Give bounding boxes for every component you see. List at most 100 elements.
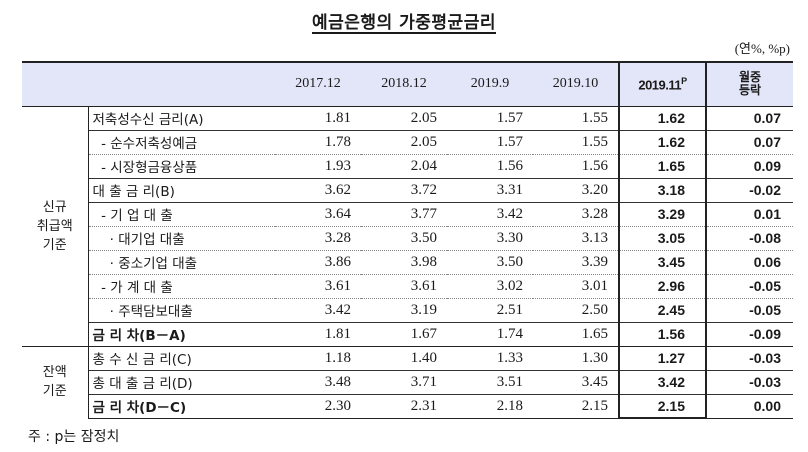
row-label: · 중소기업 대출 xyxy=(88,249,275,274)
cell-current: 2.45 xyxy=(618,297,707,322)
cell-change: -0.08 xyxy=(706,225,793,250)
row-label: 저축성수신 금리(A) xyxy=(92,112,204,128)
cell-change: 0.01 xyxy=(706,201,793,226)
table-row: · 대기업 대출 3.28 3.50 3.30 3.13 3.05 -0.08 xyxy=(22,225,793,250)
cell: 2.50 xyxy=(533,297,619,322)
cell: 3.61 xyxy=(361,273,447,298)
cell: 2.05 xyxy=(361,129,447,154)
cell: 1.81 xyxy=(275,321,361,346)
header-2019-9: 2019.9 xyxy=(447,61,533,107)
header-row: 2017.12 2018.12 2019.9 2019.10 2019.11P … xyxy=(22,61,793,107)
cell-change: -0.05 xyxy=(706,273,793,298)
cell: 1.93 xyxy=(275,153,361,178)
row-label: - 기 업 대 출 xyxy=(88,201,275,226)
table-row: - 기 업 대 출 3.64 3.77 3.42 3.28 3.29 0.01 xyxy=(22,201,793,226)
table-row: 금 리 차(B－A) 1.81 1.67 1.74 1.65 1.56 -0.0… xyxy=(22,321,793,346)
cell: 1.33 xyxy=(447,345,533,370)
cell-change: -0.03 xyxy=(706,345,793,370)
cell: 3.71 xyxy=(361,369,447,394)
interest-rate-table: 2017.12 2018.12 2019.9 2019.10 2019.11P … xyxy=(22,61,793,419)
cell: 3.01 xyxy=(533,273,619,298)
cell: 2.30 xyxy=(275,393,361,419)
table-title: 예금은행의 가중평균금리 xyxy=(312,13,496,33)
row-label: 대 출 금 리(B) xyxy=(88,177,275,202)
cell: 3.28 xyxy=(533,201,619,226)
cell: 1.18 xyxy=(275,345,361,370)
cell: 1.40 xyxy=(361,345,447,370)
cell-current: 3.05 xyxy=(618,225,707,250)
cell: 3.42 xyxy=(447,201,533,226)
table-row: 총 대 출 금 리(D) 3.48 3.71 3.51 3.45 3.42 -0… xyxy=(22,369,793,394)
cell: 3.42 xyxy=(275,297,361,322)
cell: 1.57 xyxy=(496,109,523,126)
cell-current: 3.18 xyxy=(618,177,707,202)
cell: 3.50 xyxy=(447,249,533,274)
cell: 1.78 xyxy=(275,129,361,154)
row-label: - 순수저축성예금 xyxy=(88,129,275,154)
header-monthly-change: 월중 등락 xyxy=(706,61,793,107)
cell: 1.65 xyxy=(533,321,619,346)
row-label: - 가 계 대 출 xyxy=(88,273,275,298)
cell: 3.13 xyxy=(533,225,619,250)
cell: 3.61 xyxy=(275,273,361,298)
cell: 1.57 xyxy=(447,129,533,154)
table-row: 신규 취급액 기준 저축성수신 금리(A) 1.81 2.05 1.57 1.55 … xyxy=(22,106,793,346)
cell-change: 0.09 xyxy=(706,153,793,178)
row-label: 금 리 차(B－A) xyxy=(88,321,275,346)
cell: 3.31 xyxy=(447,177,533,202)
unit-label: (연%, %p) xyxy=(734,41,790,56)
cell-change: -0.03 xyxy=(706,369,793,394)
cell: 3.20 xyxy=(533,177,619,202)
cell: 2.18 xyxy=(447,393,533,419)
cell: 3.50 xyxy=(361,225,447,250)
cell-current: 1.62 xyxy=(618,106,707,130)
cell: 1.55 xyxy=(533,129,619,154)
cell: 3.39 xyxy=(533,249,619,274)
cell-change: -0.09 xyxy=(706,321,793,346)
header-2019-10: 2019.10 xyxy=(533,61,619,107)
row-label: · 주택담보대출 xyxy=(88,297,275,322)
cell: 1.56 xyxy=(533,153,619,178)
cell-current: 2.96 xyxy=(618,273,707,298)
cell-current: 1.56 xyxy=(618,321,707,346)
cell-current: 3.42 xyxy=(618,369,707,394)
table-row: 잔액 기준 총 수 신 금 리(C) 1.18 1.40 1.33 1.30 1.… xyxy=(22,345,793,418)
cell: 2.31 xyxy=(361,393,447,419)
cell: 3.72 xyxy=(361,177,447,202)
row-label: 총 수 신 금 리(C) xyxy=(88,345,275,370)
cell: 1.30 xyxy=(533,345,619,370)
cell-change: -0.05 xyxy=(706,297,793,322)
row-label: 금 리 차(D－C) xyxy=(88,393,275,419)
cell-current: 1.65 xyxy=(618,153,707,178)
header-2019-11: 2019.11P xyxy=(618,61,707,107)
cell-current: 1.27 xyxy=(618,345,707,370)
cell: 2.15 xyxy=(533,393,619,419)
group-label-new: 신규 취급액 기준 xyxy=(22,106,89,346)
cell-change: 0.06 xyxy=(706,249,793,274)
table-row: · 주택담보대출 3.42 3.19 2.51 2.50 2.45 -0.05 xyxy=(22,297,793,322)
cell-change: 0.00 xyxy=(706,393,793,419)
cell-current: 3.29 xyxy=(618,201,707,226)
cell-change: 0.07 xyxy=(706,129,793,154)
cell: 3.45 xyxy=(533,369,619,394)
cell: 3.64 xyxy=(275,201,361,226)
cell: 3.77 xyxy=(361,201,447,226)
row-label: 총 대 출 금 리(D) xyxy=(88,369,275,394)
table-row: 금 리 차(D－C) 2.30 2.31 2.18 2.15 2.15 0.00 xyxy=(22,393,793,419)
header-blank xyxy=(22,61,275,107)
header-2017-12: 2017.12 xyxy=(275,61,361,107)
table-row: - 시장형금융상품 1.93 2.04 1.56 1.56 1.65 0.09 xyxy=(22,153,793,178)
cell: 3.98 xyxy=(361,249,447,274)
cell-current: 1.62 xyxy=(618,129,707,154)
table-row: · 중소기업 대출 3.86 3.98 3.50 3.39 3.45 0.06 xyxy=(22,249,793,274)
cell: 3.28 xyxy=(275,225,361,250)
cell: 2.05 xyxy=(410,109,437,126)
header-2018-12: 2018.12 xyxy=(361,61,447,107)
cell-current: 2.15 xyxy=(618,393,707,419)
cell: 3.19 xyxy=(361,297,447,322)
table-row: - 가 계 대 출 3.61 3.61 3.02 3.01 2.96 -0.05 xyxy=(22,273,793,298)
cell-current: 3.45 xyxy=(618,249,707,274)
table-row: 대 출 금 리(B) 3.62 3.72 3.31 3.20 3.18 -0.0… xyxy=(22,177,793,202)
cell: 2.04 xyxy=(361,153,447,178)
cell: 1.55 xyxy=(581,109,608,126)
